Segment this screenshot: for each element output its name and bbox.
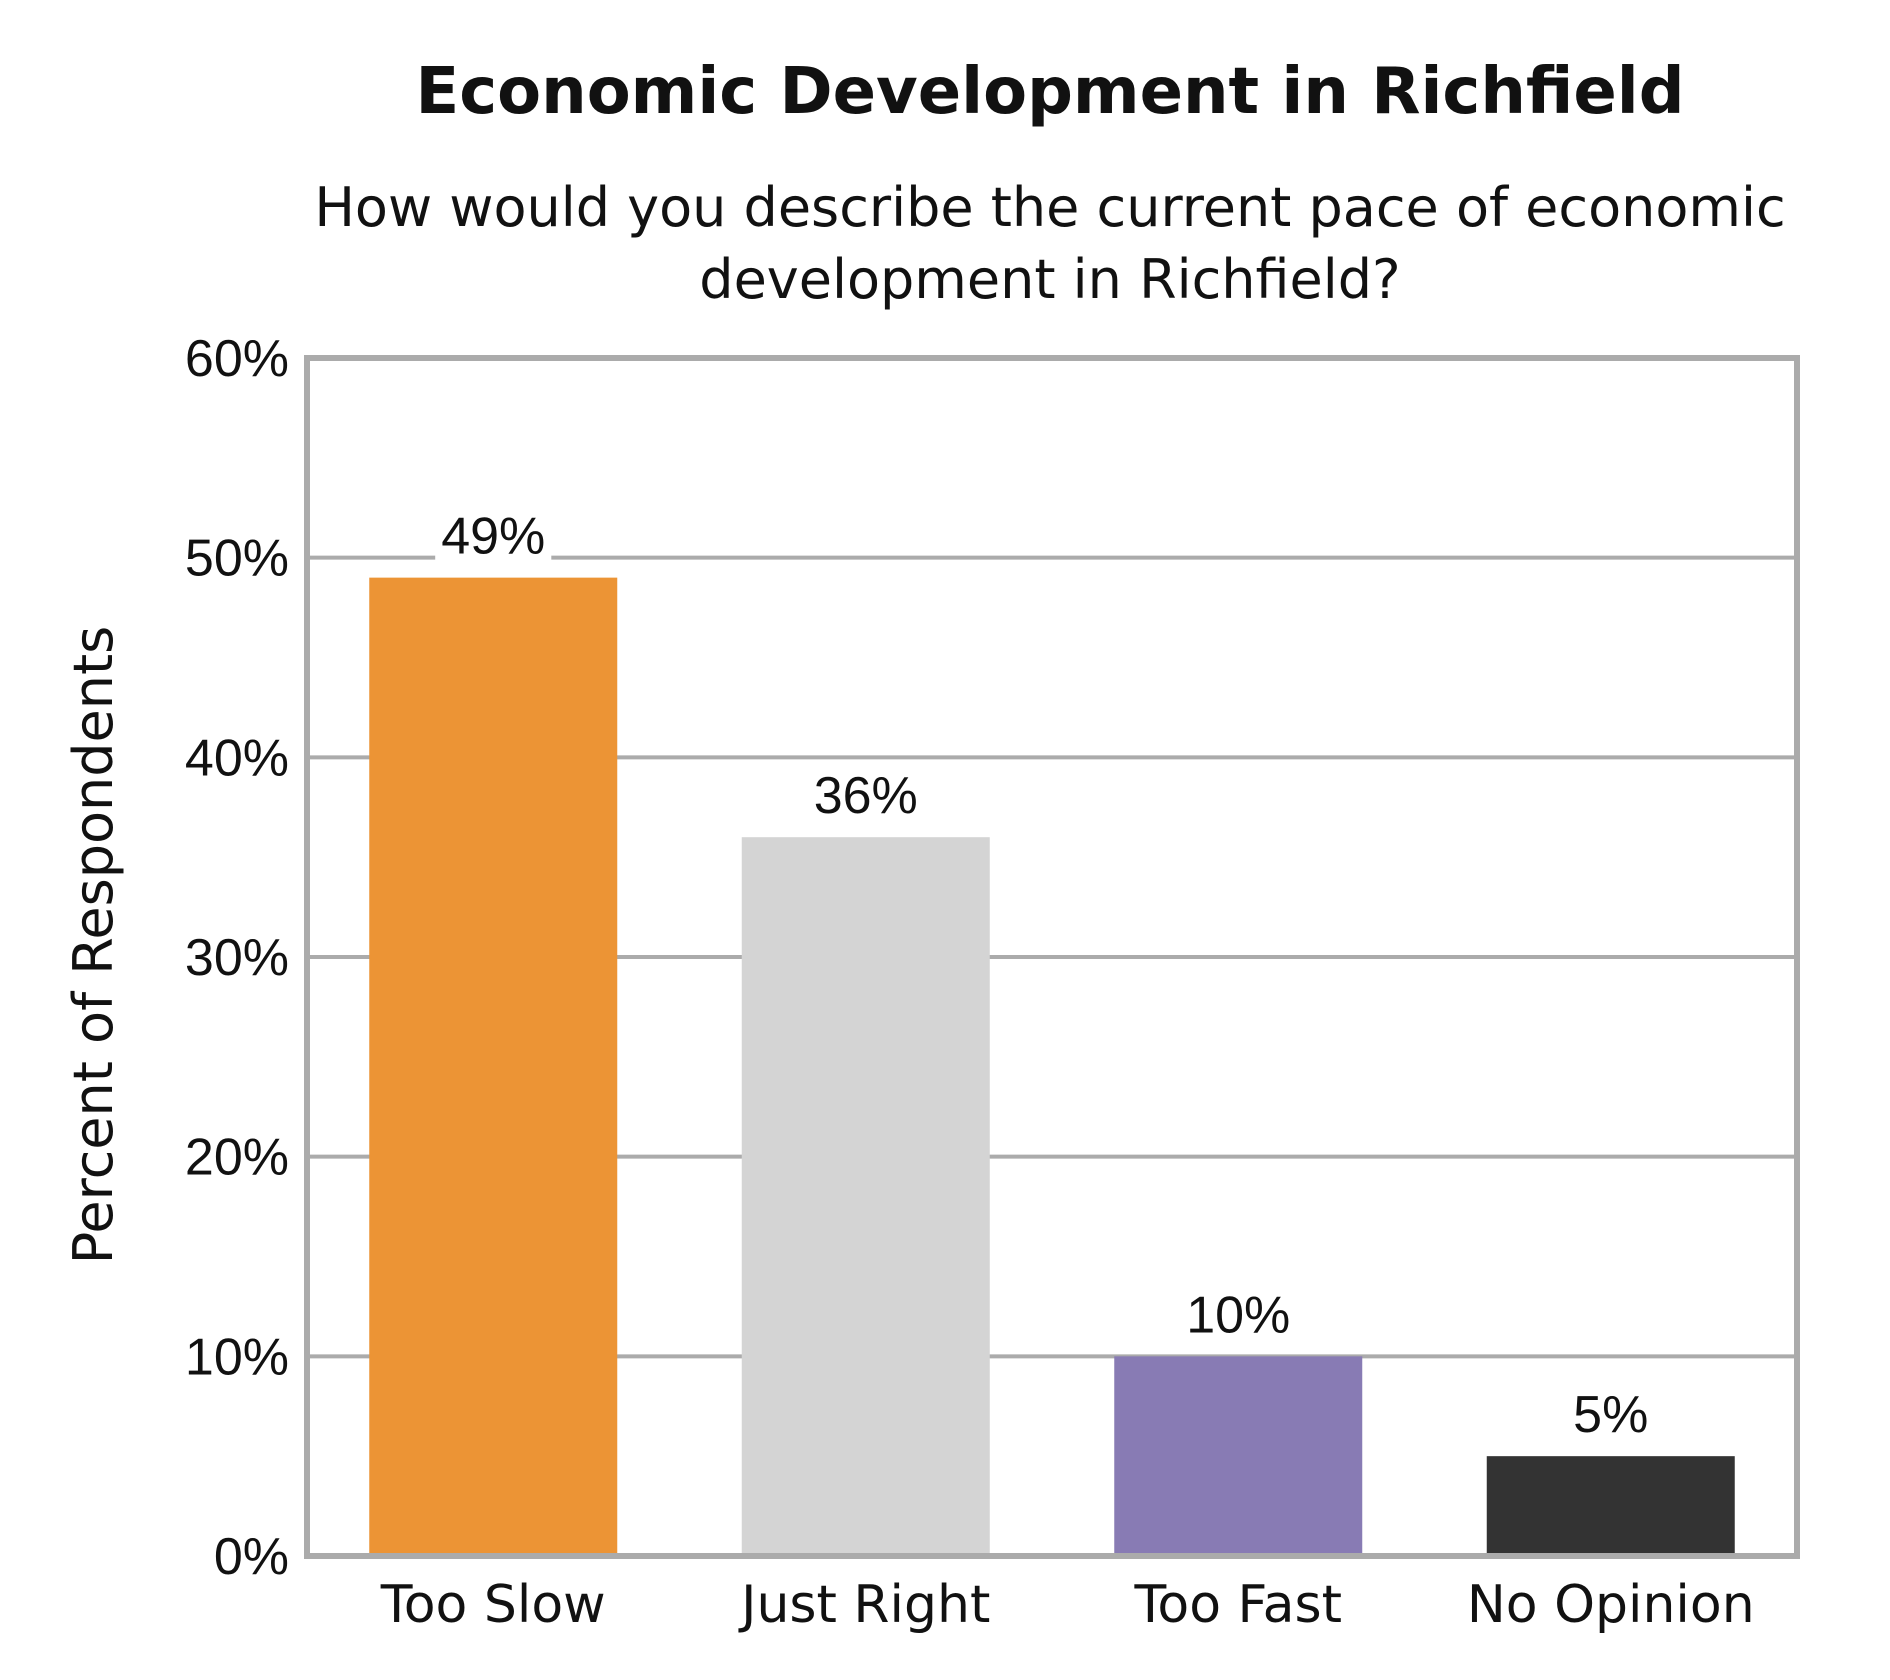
bar-too-fast bbox=[1114, 1356, 1363, 1556]
data-label: 5% bbox=[1573, 1386, 1648, 1444]
y-axis-ticks: 0% 10% 20% 30% 40% 50% 60% bbox=[185, 330, 289, 1586]
x-tick-label: No Opinion bbox=[1467, 1575, 1755, 1635]
bar-no-opinion bbox=[1486, 1456, 1735, 1556]
data-label-background bbox=[1180, 1284, 1297, 1347]
y-tick-label: 50% bbox=[185, 530, 289, 588]
x-tick-label: Just Right bbox=[738, 1575, 990, 1635]
y-tick-label: 40% bbox=[185, 729, 289, 787]
data-label-background bbox=[1567, 1384, 1655, 1447]
x-tick-label: Too Fast bbox=[1133, 1575, 1342, 1635]
data-labels: 49% 36% 10% 5% bbox=[435, 505, 1655, 1447]
bar-just-right bbox=[741, 837, 990, 1556]
x-axis-ticks: Too Slow Just Right Too Fast No Opinion bbox=[380, 1575, 1755, 1635]
y-tick-label: 60% bbox=[185, 330, 289, 388]
data-label: 10% bbox=[1186, 1286, 1290, 1344]
x-tick-label: Too Slow bbox=[380, 1575, 606, 1635]
y-tick-label: 0% bbox=[214, 1528, 289, 1586]
chart-subtitle: How would you describe the current pace … bbox=[314, 176, 1786, 311]
y-tick-label: 20% bbox=[185, 1129, 289, 1187]
y-axis-title: Percent of Respondents bbox=[62, 626, 125, 1265]
bar-too-slow bbox=[369, 577, 618, 1556]
data-label: 49% bbox=[441, 508, 545, 566]
y-tick-label: 30% bbox=[185, 929, 289, 987]
y-tick-label: 10% bbox=[185, 1328, 289, 1386]
data-label-background bbox=[807, 765, 924, 828]
bars bbox=[369, 577, 1735, 1556]
chart-title: Economic Development in Richfield bbox=[415, 55, 1685, 129]
plot-frame bbox=[304, 355, 1800, 1559]
data-label: 36% bbox=[814, 767, 918, 825]
plot-border bbox=[304, 355, 1800, 1559]
data-label-background bbox=[435, 505, 552, 568]
